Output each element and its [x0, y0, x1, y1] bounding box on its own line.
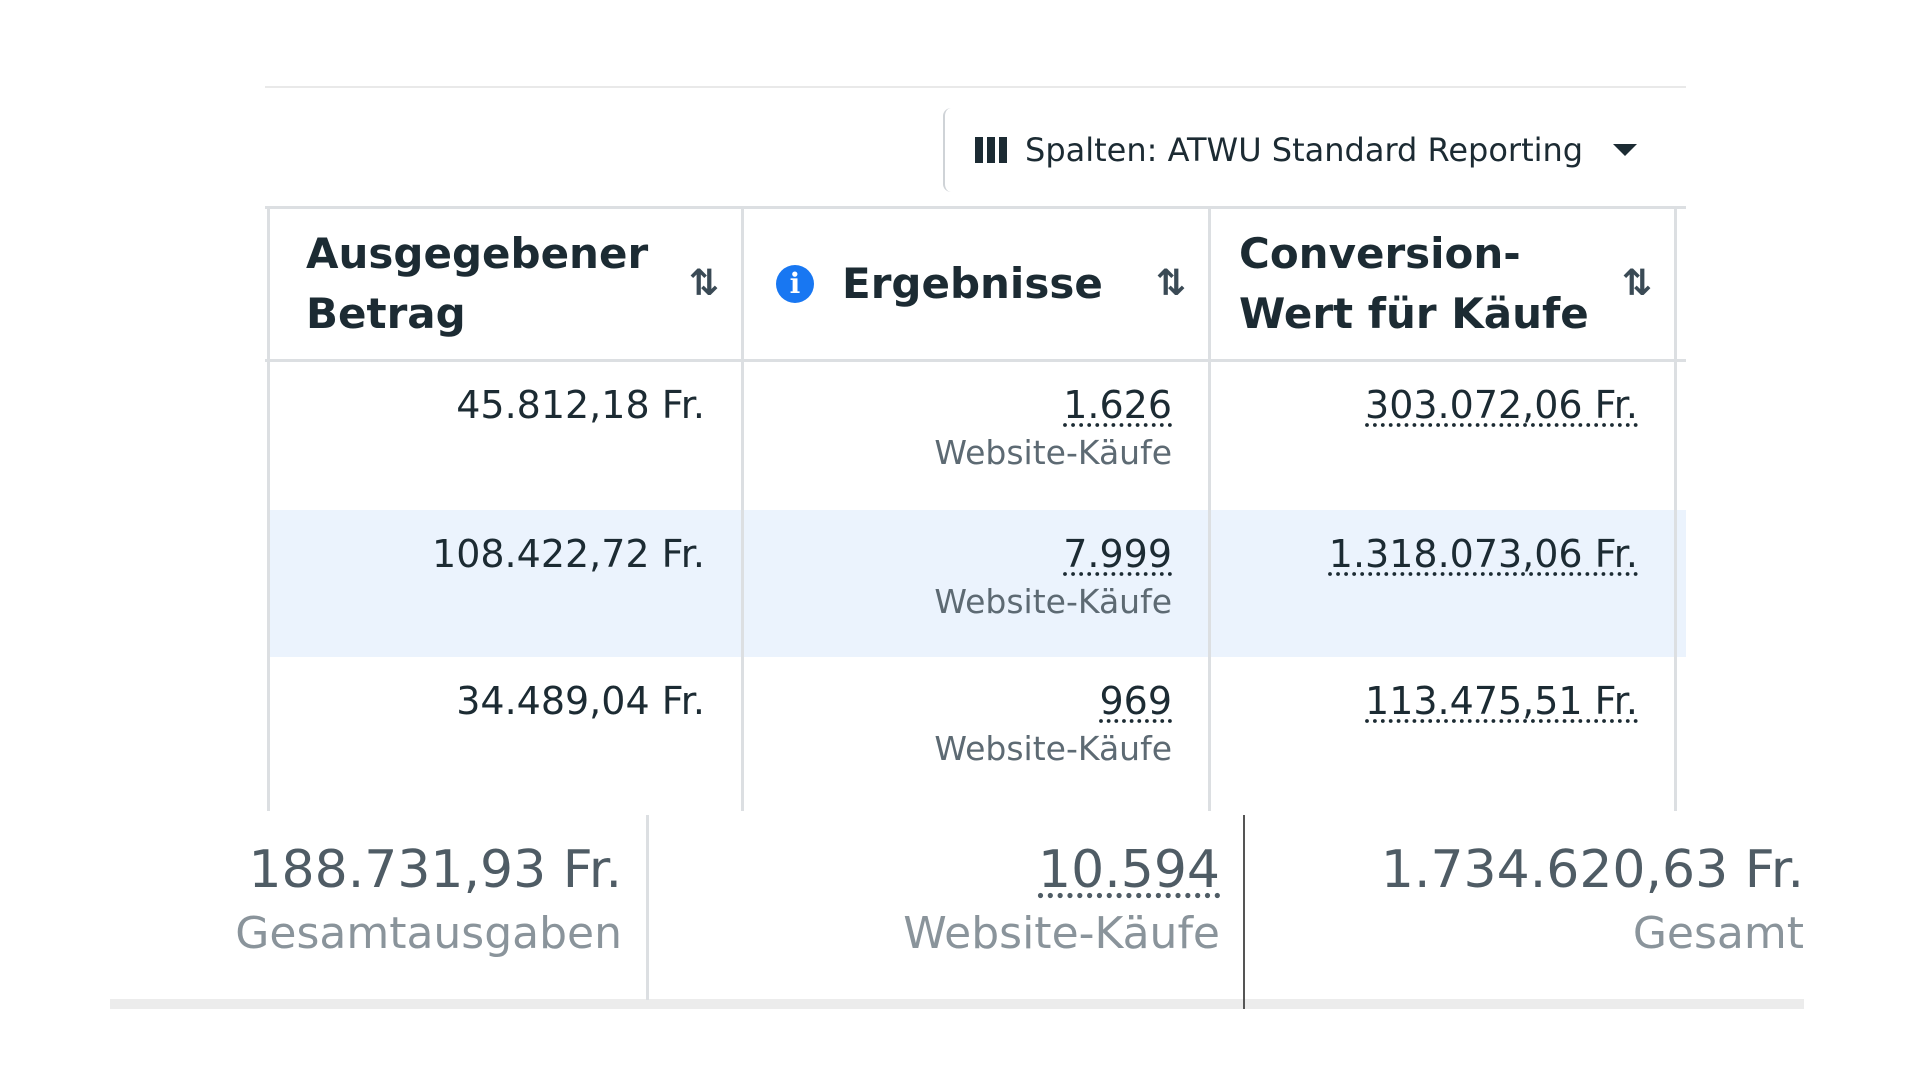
divider	[265, 206, 1686, 209]
footer-value: 10.594	[1038, 840, 1220, 900]
button-label: Spalten: ATWU Standard Reporting	[1025, 131, 1584, 169]
divider	[1243, 815, 1245, 1009]
results-value[interactable]: 969	[1099, 679, 1172, 723]
table-cell: 1.626 Website-Käufe	[744, 361, 1208, 510]
table-cell: 113.475,51 Fr.	[1211, 657, 1674, 811]
divider	[1208, 208, 1211, 811]
footer-value: 188.731,93 Fr.	[248, 840, 622, 900]
results-label: Website-Käufe	[934, 582, 1172, 621]
header-text: Ergebnisse	[842, 259, 1103, 308]
footer-label: Website-Käufe	[903, 908, 1220, 959]
divider	[646, 815, 649, 1000]
conversion-value[interactable]: 1.318.073,06 Fr.	[1328, 532, 1638, 576]
spent-value: 108.422,72 Fr.	[432, 532, 705, 576]
footer-value: 1.734.620,63 Fr.	[1380, 840, 1804, 900]
spent-value: 34.489,04 Fr.	[456, 679, 705, 723]
results-label: Website-Käufe	[934, 433, 1172, 472]
spent-value: 45.812,18 Fr.	[456, 383, 705, 427]
row-highlight	[267, 510, 1686, 657]
header-text: Betrag	[306, 289, 466, 338]
footer-label: Gesamt	[1632, 908, 1804, 959]
divider	[265, 359, 1686, 362]
header-text: Conversion-	[1239, 229, 1521, 278]
scrollbar[interactable]	[110, 999, 1804, 1009]
header-text: Wert für Käufe	[1239, 289, 1589, 338]
columns-button[interactable]: Spalten: ATWU Standard Reporting	[943, 108, 1682, 192]
divider	[1674, 208, 1677, 811]
divider	[267, 208, 270, 811]
footer-cell: 1.734.620,63 Fr. Gesamt	[1246, 840, 1804, 959]
table-cell: 969 Website-Käufe	[744, 657, 1208, 811]
divider	[265, 86, 1686, 88]
divider	[741, 208, 744, 811]
table-cell: 7.999 Website-Käufe	[744, 510, 1208, 657]
header-text: Ausgegebener	[306, 229, 649, 278]
conversion-value[interactable]: 303.072,06 Fr.	[1365, 383, 1638, 427]
results-value[interactable]: 1.626	[1063, 383, 1172, 427]
footer-cell: 10.594 Website-Käufe	[650, 840, 1220, 959]
header-cell[interactable]: Ausgegebener Betrag ⇅	[270, 209, 741, 359]
table-cell: 34.489,04 Fr.	[270, 657, 741, 811]
table-cell: 108.422,72 Fr.	[270, 510, 741, 657]
header-cell[interactable]: Conversion- Wert für Käufe ⇅	[1211, 209, 1674, 359]
table-cell: 45.812,18 Fr.	[270, 361, 741, 510]
conversion-value[interactable]: 113.475,51 Fr.	[1365, 679, 1638, 723]
footer-label: Gesamtausgaben	[235, 908, 622, 959]
footer-cell: 188.731,93 Fr. Gesamtausgaben	[110, 840, 622, 959]
results-value[interactable]: 7.999	[1063, 532, 1172, 576]
header-cell[interactable]: i Ergebnisse ⇅	[744, 209, 1208, 359]
results-label: Website-Käufe	[934, 729, 1172, 768]
table-cell: 303.072,06 Fr.	[1211, 361, 1674, 510]
table-cell: 1.318.073,06 Fr.	[1211, 510, 1674, 657]
